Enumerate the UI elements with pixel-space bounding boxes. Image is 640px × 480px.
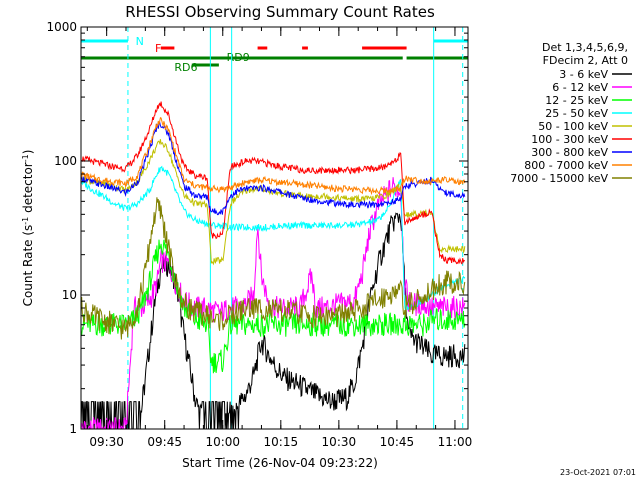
y-axis-label-main: Count Rate (s bbox=[21, 225, 35, 307]
flag-rd6-label: RD6 bbox=[174, 61, 197, 74]
legend-entry-label: 3 - 6 keV bbox=[559, 68, 608, 81]
y-tick-label: 1000 bbox=[46, 20, 77, 34]
legend-entry-label: 7000 - 15000 keV bbox=[510, 172, 608, 185]
legend-entry-label: 800 - 7000 keV bbox=[524, 159, 608, 172]
series-layer bbox=[81, 101, 466, 429]
x-tick-label: 10:15 bbox=[264, 435, 299, 449]
x-tick-label: 11:00 bbox=[438, 435, 473, 449]
flag-n-label: N bbox=[136, 35, 144, 48]
plot-frame bbox=[80, 26, 469, 430]
legend-entry-label: 25 - 50 keV bbox=[545, 107, 608, 120]
flags-layer: NF RD9 RD6 bbox=[81, 35, 468, 74]
series-line-8 bbox=[81, 197, 466, 340]
y-axis-label-sup2: -1 bbox=[21, 154, 30, 162]
y-tick-label: 100 bbox=[54, 154, 77, 168]
legend: Det 1,3,4,5,6,9, FDecim 2, Att 0 3 - 6 k… bbox=[510, 41, 632, 185]
series-line-5 bbox=[81, 101, 466, 265]
y-tick-label: 1 bbox=[69, 422, 77, 436]
legend-entry-label: 100 - 300 keV bbox=[531, 133, 608, 146]
y-axis-label: Count Rate (s-1 detector-1) bbox=[21, 150, 36, 307]
y-axis-label-end: ) bbox=[21, 150, 35, 155]
x-axis: 09:30 09:45 10:00 10:15 10:30 10:45 11:00 bbox=[86, 27, 473, 449]
flag-rd9-label: RD9 bbox=[227, 51, 250, 64]
legend-entry-label: 6 - 12 keV bbox=[552, 81, 608, 94]
y-axis-label-mid: detector bbox=[21, 162, 35, 217]
legend-header-line-2: FDecim 2, Att 0 bbox=[543, 54, 628, 67]
series-line-6 bbox=[81, 120, 466, 216]
series-line-3 bbox=[81, 165, 466, 311]
footer-date: 23-Oct-2021 07:01 bbox=[560, 468, 636, 477]
y-tick-label: 10 bbox=[62, 288, 77, 302]
x-tick-label: 09:30 bbox=[89, 435, 124, 449]
flag-f-label: F bbox=[155, 42, 161, 55]
y-axis-label-sup1: -1 bbox=[21, 217, 30, 225]
legend-entry-label: 300 - 800 keV bbox=[531, 146, 608, 159]
legend-entry-label: 50 - 100 keV bbox=[538, 120, 608, 133]
series-line-2 bbox=[81, 239, 466, 374]
instrument-state-lines bbox=[127, 27, 464, 429]
x-tick-label: 10:00 bbox=[205, 435, 240, 449]
chart-title: RHESSI Observing Summary Count Rates bbox=[125, 3, 435, 21]
y-axis: 1 10 100 1000 bbox=[46, 20, 468, 436]
x-axis-label: Start Time (26-Nov-04 09:23:22) bbox=[182, 456, 378, 470]
x-tick-label: 10:30 bbox=[322, 435, 357, 449]
legend-entry-label: 12 - 25 keV bbox=[545, 94, 608, 107]
legend-header-line-1: Det 1,3,4,5,6,9, bbox=[542, 41, 628, 54]
x-tick-label: 09:45 bbox=[147, 435, 182, 449]
x-tick-label: 10:45 bbox=[380, 435, 415, 449]
series-line-0 bbox=[81, 212, 466, 429]
series-line-7 bbox=[81, 116, 466, 196]
